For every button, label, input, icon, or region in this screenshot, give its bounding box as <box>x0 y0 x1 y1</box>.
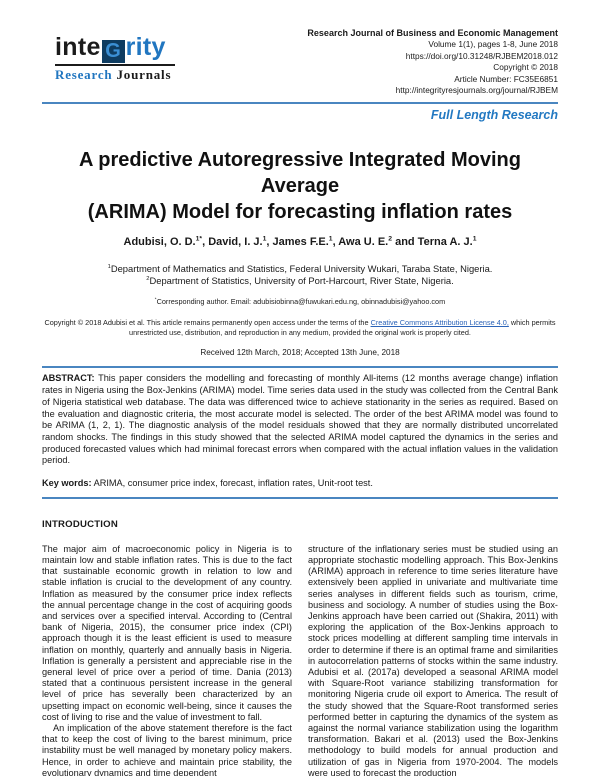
author: and Terna A. J.1 <box>392 235 477 249</box>
author-affiliation-mark: 1* <box>195 235 203 243</box>
copyright-text-after: which permits unrestricted use, distribu… <box>129 318 556 338</box>
journal-article-number: Article Number: FC35E6851 <box>454 73 558 84</box>
keywords-line: Key words: ARIMA, consumer price index, … <box>42 478 558 490</box>
journal-name: Research Journal of Business and Economi… <box>307 28 558 38</box>
received-accepted-line: Received 12th March, 2018; Accepted 13th… <box>200 348 400 358</box>
author-affiliation-mark: 1 <box>262 235 267 243</box>
affiliations-block: 1Department of Mathematics and Statistic… <box>42 263 558 287</box>
copyright-text-before: Copyright © 2018 Adubisi et al. This art… <box>44 318 371 328</box>
journal-doi: https://doi.org/10.31248/RJBEM2018.012 <box>405 50 558 61</box>
left-column: The major aim of macroeconomic policy in… <box>42 544 292 776</box>
keywords-label: Key words: <box>42 478 92 489</box>
abstract-label: ABSTRACT: <box>42 373 95 384</box>
journal-volume-line: Volume 1(1), pages 1-8, June 2018 <box>428 39 558 50</box>
author-name: Adubisi, O. D. <box>123 236 196 249</box>
author-name: , James F.E. <box>266 236 329 249</box>
corresponding-author-line: *Corresponding author. Email: adubisiobi… <box>42 297 558 306</box>
logo-subtitle: Research Journals <box>55 67 175 83</box>
logo-subtitle-journals: Journals <box>116 67 172 82</box>
paper-title: A predictive Autoregressive Integrated M… <box>42 147 558 225</box>
journal-copyright-line: Copyright © 2018 <box>493 62 558 73</box>
journal-url: http://integrityresjournals.org/journal/… <box>395 85 558 96</box>
article-type-label: Full Length Research <box>430 108 558 123</box>
author: , James F.E.1 <box>266 235 333 249</box>
paper-title-line1: A predictive Autoregressive Integrated M… <box>79 149 521 198</box>
introduction-heading: INTRODUCTION <box>42 518 118 530</box>
author: Adubisi, O. D.1* <box>123 235 203 249</box>
affiliation-mark: 2 <box>146 276 150 283</box>
affiliation-1: 1Department of Mathematics and Statistic… <box>42 263 558 275</box>
abstract-section: ABSTRACT: This paper considers the model… <box>42 366 558 499</box>
body-paragraph: structure of the inflationary series mus… <box>308 543 558 776</box>
creative-commons-license-link[interactable]: Creative Commons Attribution License 4.0… <box>370 318 509 328</box>
author: , Awa U. E.2 <box>332 235 393 249</box>
author-affiliation-mark: 2 <box>388 235 393 243</box>
corresponding-text: Corresponding author. Email: adubisiobin… <box>156 297 446 307</box>
keywords-text: ARIMA, consumer price index, forecast, i… <box>91 478 373 489</box>
two-column-body: The major aim of macroeconomic policy in… <box>42 544 558 776</box>
affiliation-mark: 1 <box>107 264 111 271</box>
body-paragraph: The major aim of macroeconomic policy in… <box>42 543 292 722</box>
author-name: and Terna A. J. <box>392 236 473 249</box>
author: , David, I. J.1 <box>202 235 267 249</box>
logo-underline <box>55 64 175 66</box>
author-name: , Awa U. E. <box>332 236 389 249</box>
journal-info-block: Research Journal of Business and Economi… <box>307 28 558 96</box>
header-divider-rule <box>42 102 558 105</box>
author-affiliation-mark: 1 <box>328 235 333 243</box>
logo-text-rity: rity <box>125 33 166 61</box>
affiliation-2: 2Department of Statistics, University of… <box>42 275 558 287</box>
body-paragraph: An implication of the above statement th… <box>42 723 292 776</box>
author-name: , David, I. J. <box>202 236 263 249</box>
right-column: structure of the inflationary series mus… <box>308 544 558 776</box>
logo-subtitle-research: Research <box>55 67 113 82</box>
logo-g-box-icon: G <box>101 40 125 63</box>
logo-text-inte: inte <box>55 33 101 61</box>
affiliation-text: Department of Mathematics and Statistics… <box>110 263 493 275</box>
abstract-body-text: This paper considers the modelling and f… <box>42 373 558 466</box>
abstract-paragraph: ABSTRACT: This paper considers the model… <box>42 373 558 467</box>
authors-line: Adubisi, O. D.1*, David, I. J.1, James F… <box>42 235 558 249</box>
author-affiliation-mark: 1 <box>472 235 477 243</box>
copyright-notice: Copyright © 2018 Adubisi et al. This art… <box>42 318 558 338</box>
paper-title-line2: (ARIMA) Model for forecasting inflation … <box>87 201 513 224</box>
affiliation-text: Department of Statistics, University of … <box>149 275 454 287</box>
corresponding-mark: * <box>154 297 157 303</box>
